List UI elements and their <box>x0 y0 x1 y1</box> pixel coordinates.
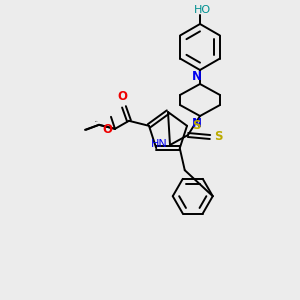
Text: HN: HN <box>151 139 168 149</box>
Text: O: O <box>102 123 112 136</box>
Text: O: O <box>117 90 127 103</box>
Text: HO: HO <box>194 5 211 15</box>
Text: N: N <box>192 70 202 83</box>
Text: ethyl: ethyl <box>94 121 98 122</box>
Text: S: S <box>192 119 200 132</box>
Text: S: S <box>214 130 223 143</box>
Text: N: N <box>192 117 202 130</box>
